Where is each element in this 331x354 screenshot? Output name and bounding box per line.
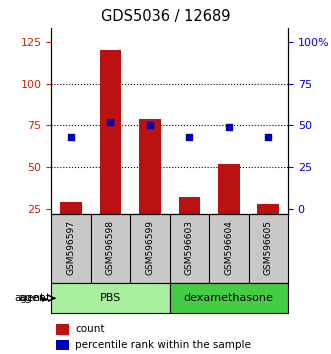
Point: [265, 134, 271, 140]
Bar: [258, 204, 279, 251]
Text: PBS: PBS: [100, 293, 121, 303]
Bar: [218, 164, 240, 251]
Text: GSM596605: GSM596605: [264, 220, 273, 275]
Text: agent: agent: [15, 293, 45, 303]
Bar: [139, 119, 161, 251]
Point: [147, 122, 153, 128]
Bar: [100, 50, 121, 251]
Text: GSM596603: GSM596603: [185, 220, 194, 275]
Point: [108, 119, 113, 125]
Text: GSM596599: GSM596599: [145, 220, 155, 275]
Text: GSM596598: GSM596598: [106, 220, 115, 275]
Point: [69, 134, 74, 140]
FancyBboxPatch shape: [51, 283, 169, 313]
Text: GDS5036 / 12689: GDS5036 / 12689: [101, 9, 230, 24]
FancyBboxPatch shape: [169, 283, 288, 313]
Text: ►: ►: [42, 293, 50, 303]
Point: [226, 124, 231, 130]
Bar: [56, 340, 69, 350]
Text: percentile rank within the sample: percentile rank within the sample: [75, 340, 251, 350]
Bar: [56, 324, 69, 335]
Bar: [60, 202, 82, 251]
Bar: [178, 198, 200, 251]
Text: count: count: [75, 324, 105, 334]
Text: GSM596604: GSM596604: [224, 220, 233, 275]
Text: agent: agent: [18, 293, 51, 303]
Point: [187, 134, 192, 140]
Text: GSM596597: GSM596597: [67, 220, 75, 275]
Text: dexamethasone: dexamethasone: [184, 293, 274, 303]
